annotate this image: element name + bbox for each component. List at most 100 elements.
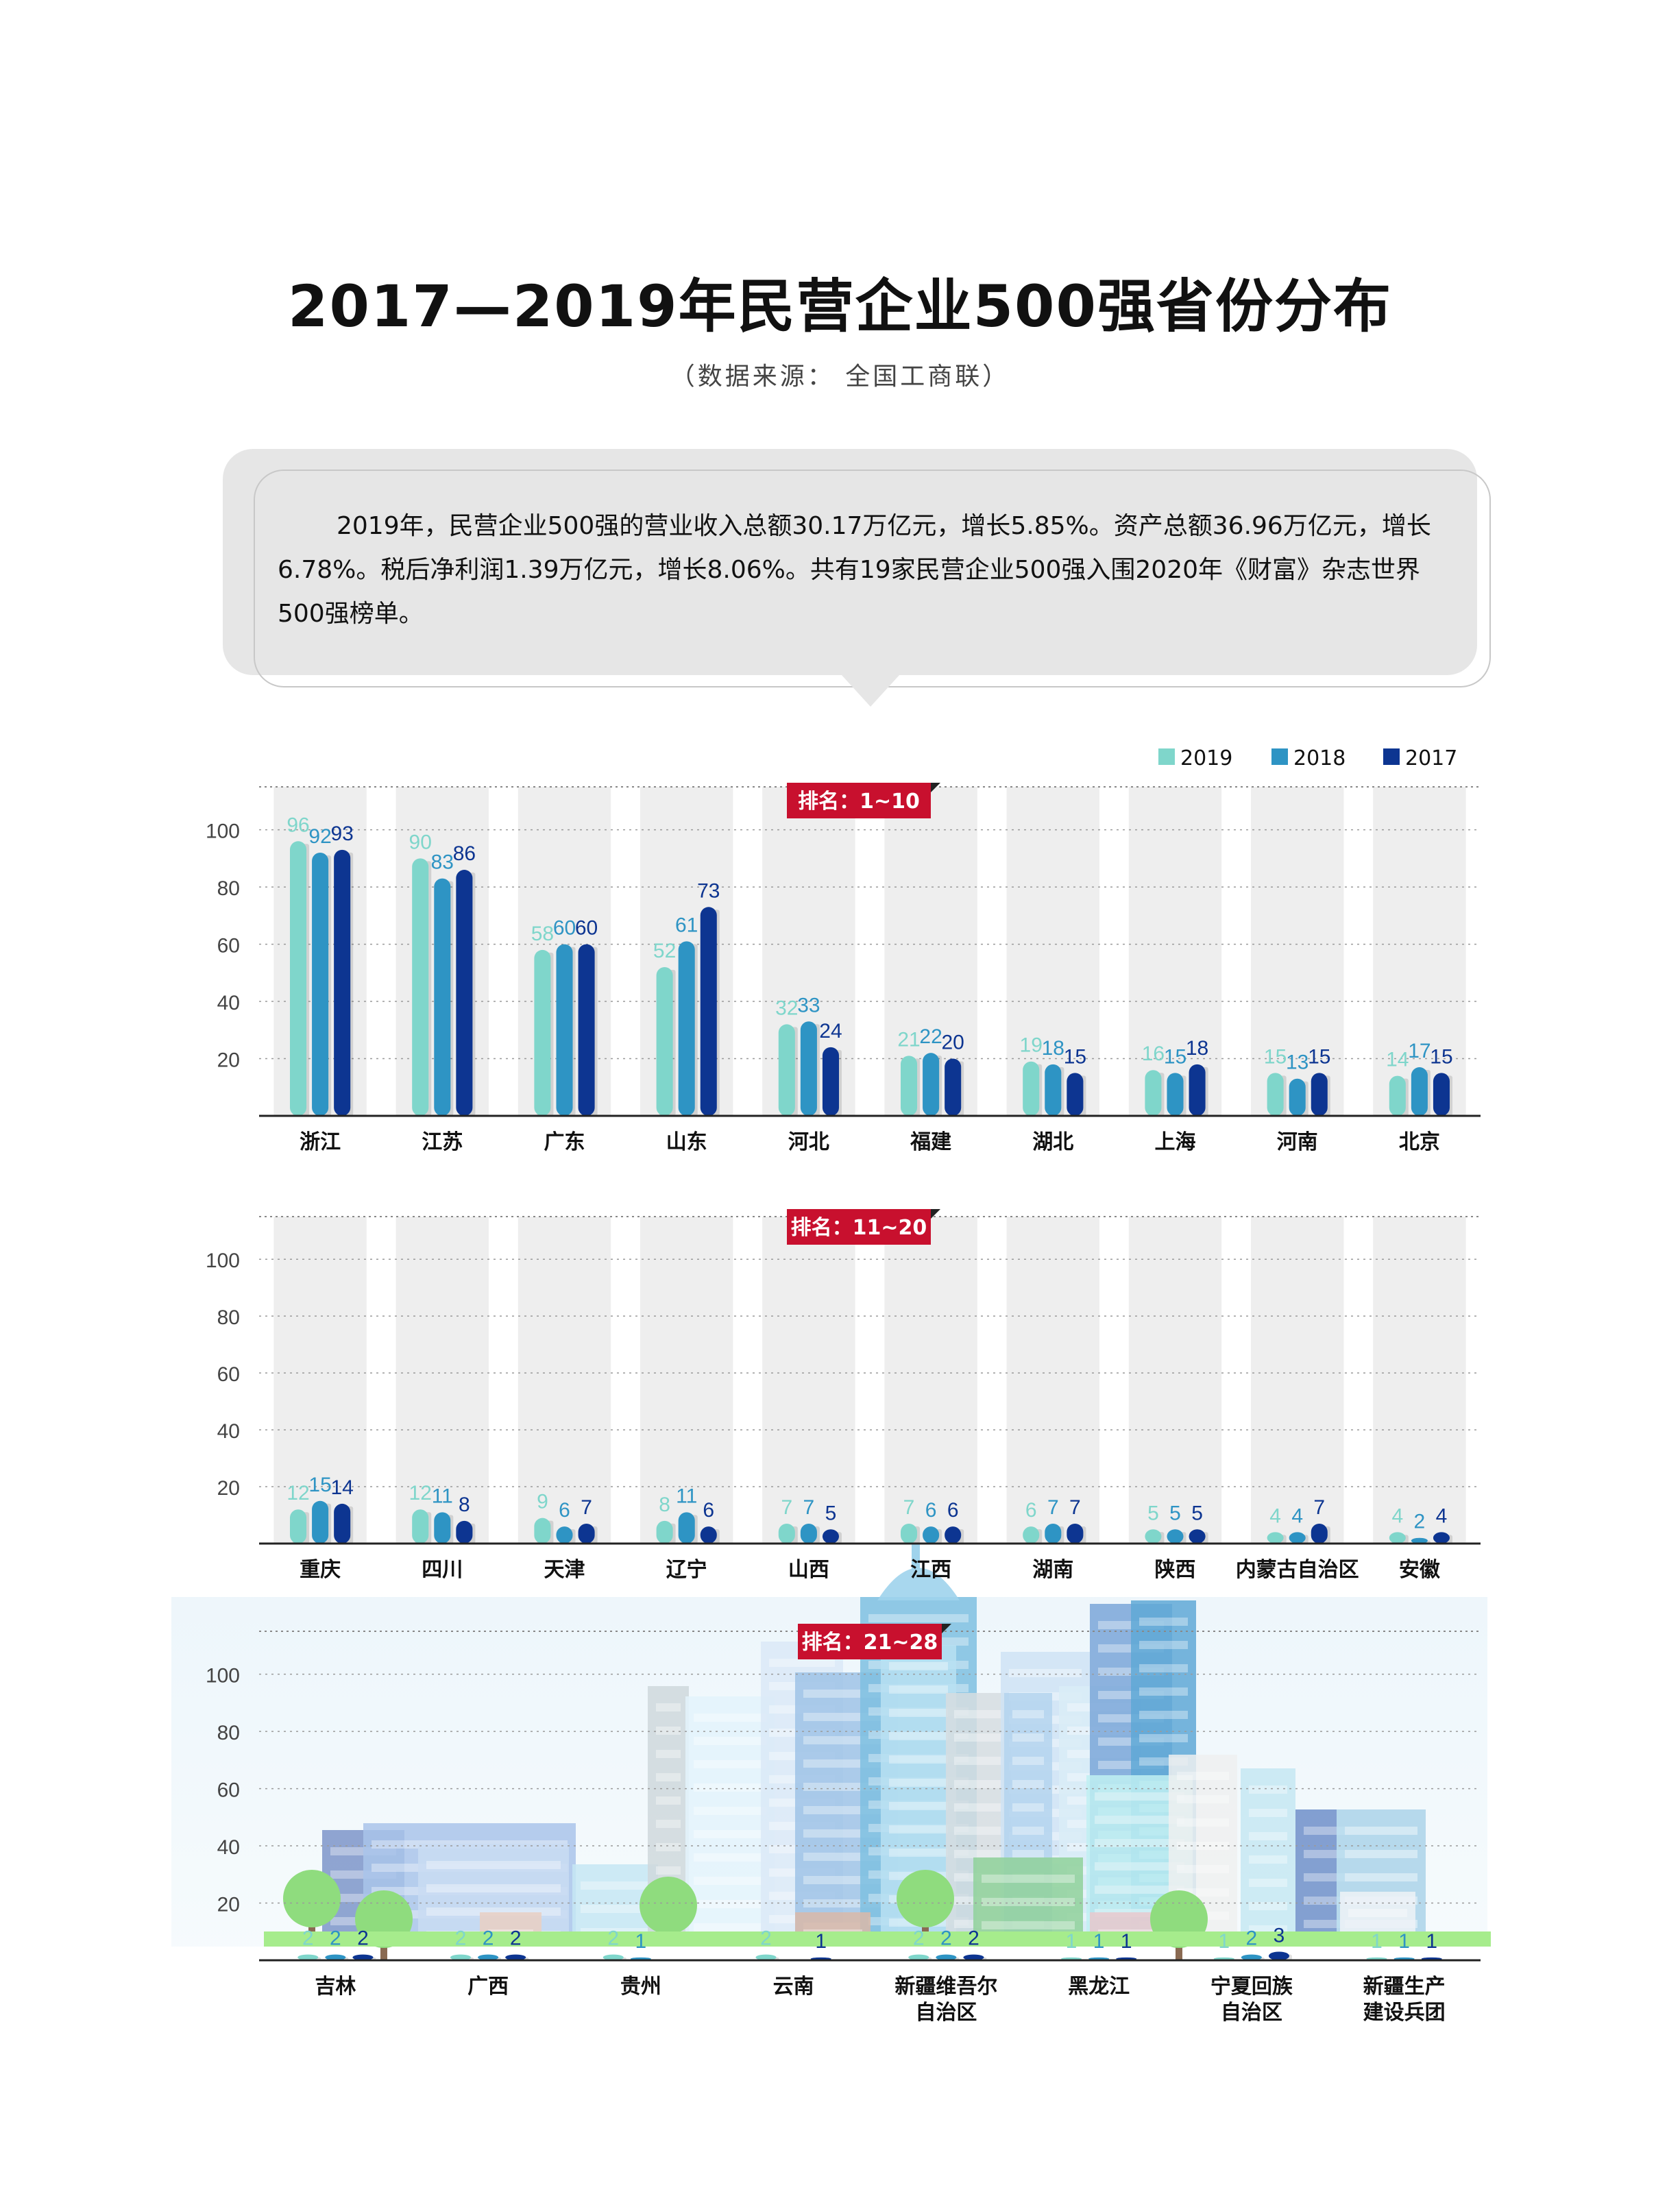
- bar-value-label: 11: [676, 1485, 697, 1507]
- city-window-row: [1095, 1816, 1184, 1824]
- rank-tag-fold: [942, 1624, 951, 1633]
- city-window-row: [1177, 1865, 1229, 1873]
- bar-2017: [578, 944, 595, 1116]
- bar-value-label: 13: [1286, 1051, 1308, 1074]
- bar-2018: [556, 944, 573, 1116]
- y-tick-label: 60: [217, 935, 240, 958]
- summary-bubble: [223, 449, 1477, 675]
- rank-tag-fold: [931, 783, 940, 792]
- city-window-row: [954, 1780, 1003, 1788]
- bar-2018: [1411, 1067, 1428, 1116]
- city-window-row: [889, 1755, 948, 1764]
- category-band: [1006, 1217, 1100, 1544]
- bar-value-label: 2: [455, 1927, 467, 1950]
- bar-value-label: 4: [1436, 1504, 1448, 1527]
- bar-2018: [434, 878, 451, 1116]
- bar-value-label: 6: [1025, 1499, 1037, 1522]
- bar-2018: [556, 1526, 573, 1544]
- category-label: 安徽: [1399, 1558, 1441, 1582]
- category-band: [762, 1217, 855, 1544]
- bar-value-label: 7: [781, 1496, 792, 1519]
- rank-tag-bg: [798, 1624, 942, 1659]
- bar-value-label: 86: [453, 842, 476, 865]
- bar-value-label: 5: [825, 1502, 837, 1524]
- bar-2017: [1433, 1532, 1450, 1544]
- city-window-row: [581, 1881, 650, 1890]
- y-tick-label: 40: [217, 1420, 240, 1443]
- city-window-row: [1095, 1886, 1184, 1894]
- bar-value-label: 1: [1066, 1930, 1078, 1953]
- y-tick-label: 80: [217, 1306, 240, 1329]
- bar-2017: [1311, 1073, 1328, 1116]
- rank-tag-bg: [787, 783, 931, 818]
- city-window-row: [426, 1861, 561, 1869]
- legend-swatch-2018: [1271, 748, 1288, 765]
- bar-value-label: 6: [925, 1499, 937, 1522]
- city-window-row: [1139, 1664, 1188, 1672]
- city-window-row: [1095, 1839, 1184, 1847]
- city-window-row: [1012, 1850, 1044, 1858]
- category-label: 云南: [773, 1975, 814, 1999]
- bar-value-label: 16: [1142, 1043, 1165, 1065]
- category-band: [1250, 787, 1344, 1116]
- bar-2018: [1045, 1064, 1062, 1116]
- city-window-row: [1139, 1711, 1188, 1719]
- city-window-row: [1348, 1909, 1407, 1917]
- category-label: 福建: [910, 1130, 951, 1154]
- category-label: 江苏: [422, 1130, 463, 1154]
- bar-2019: [297, 1954, 319, 1960]
- city-window-row: [1177, 1818, 1229, 1827]
- bar-value-label: 2: [760, 1927, 772, 1950]
- bar-value-label: 2: [1414, 1511, 1426, 1533]
- legend: 2019 2018 2017: [1158, 746, 1457, 770]
- legend-label-2019: 2019: [1180, 746, 1232, 770]
- bar-2019: [1389, 1532, 1406, 1544]
- city-window-row: [889, 1662, 948, 1670]
- bar-2019: [534, 949, 551, 1116]
- city-window-row: [581, 1905, 650, 1913]
- bar-value-label: 60: [575, 917, 598, 940]
- bar-2018: [1289, 1532, 1306, 1544]
- city-window-row: [982, 1898, 1075, 1906]
- bar-value-label: 2: [913, 1927, 925, 1950]
- city-window-row: [1177, 1772, 1229, 1780]
- bar-2018: [478, 1954, 499, 1960]
- city-window-row: [694, 1900, 766, 1908]
- bar-value-label: 15: [1264, 1045, 1287, 1068]
- city-window-row: [694, 1877, 766, 1885]
- legend-label-2017: 2017: [1405, 746, 1457, 770]
- bar-2019: [450, 1954, 472, 1960]
- bar-value-label: 60: [553, 917, 576, 940]
- city-window-row: [889, 1802, 948, 1810]
- category-label: 上海: [1155, 1130, 1196, 1154]
- y-tick-label: 60: [217, 1363, 240, 1386]
- category-band: [1006, 787, 1100, 1116]
- data-source: （数据来源： 全国工商联）: [670, 363, 1010, 391]
- category-label: 四川: [422, 1558, 463, 1582]
- bar-2019: [1023, 1526, 1040, 1544]
- bar-value-label: 19: [1020, 1034, 1043, 1057]
- category-band: [640, 1217, 733, 1544]
- bar-2018: [923, 1053, 940, 1116]
- bar-2019: [1267, 1073, 1284, 1116]
- city-window-row: [1249, 1832, 1287, 1840]
- city-window-row: [1249, 1879, 1287, 1887]
- bar-2017: [456, 870, 473, 1116]
- bar-value-label: 93: [330, 822, 353, 845]
- city-window-row: [954, 1803, 1003, 1812]
- city-window-row: [1139, 1641, 1188, 1649]
- rank-tag-fold: [931, 1209, 940, 1219]
- city-window-row: [426, 1884, 561, 1892]
- bar-value-label: 2: [607, 1927, 619, 1950]
- bar-2018: [1289, 1078, 1306, 1116]
- bar-value-label: 14: [330, 1476, 353, 1499]
- bar-2018: [312, 1500, 329, 1544]
- city-window-row: [982, 1921, 1075, 1929]
- bar-value-label: 1: [815, 1930, 827, 1953]
- category-label: 山西: [788, 1558, 829, 1582]
- bar-2017: [1067, 1073, 1084, 1116]
- city-window-row: [656, 1750, 681, 1758]
- city-tree-crown: [640, 1877, 697, 1934]
- y-tick-label: 20: [217, 1477, 240, 1500]
